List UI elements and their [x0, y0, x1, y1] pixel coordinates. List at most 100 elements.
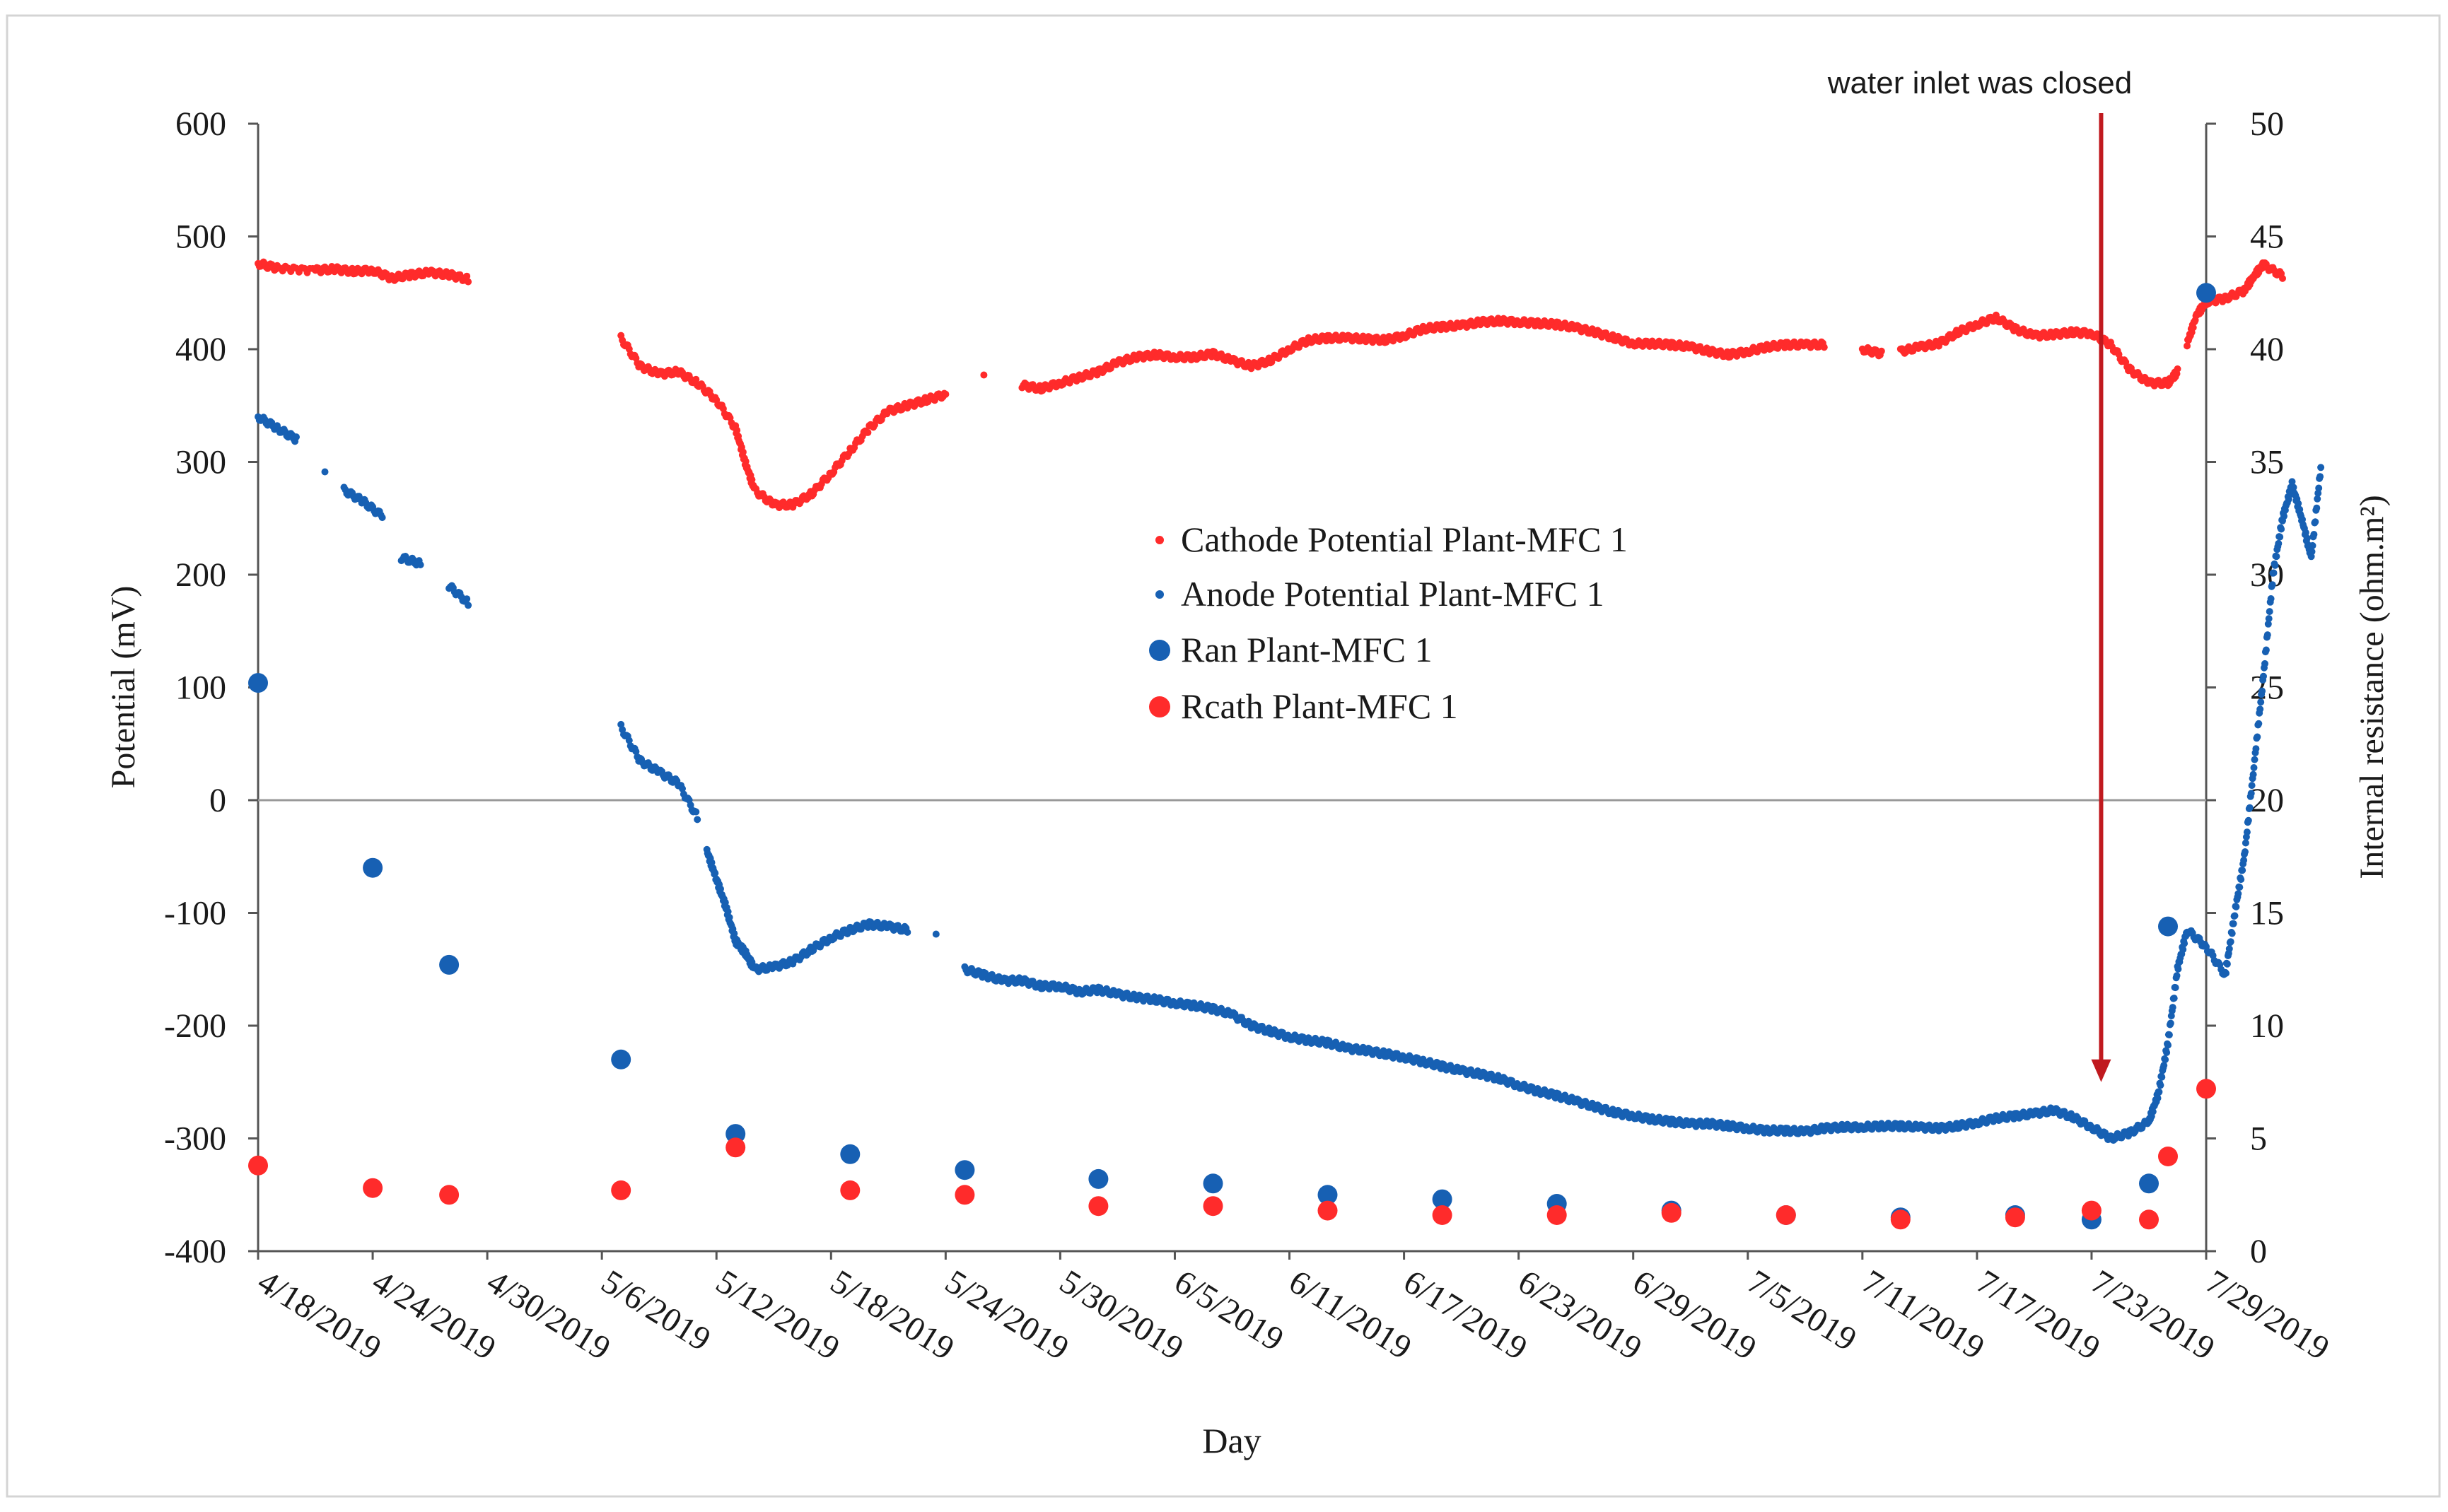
resistance-point	[1890, 1209, 1911, 1230]
series-point	[2279, 274, 2286, 282]
y-axis-ticks: 600 500 400 300 200 100 0 -100 -200 -300 -400	[164, 105, 258, 1270]
series-point	[2257, 698, 2265, 706]
series-point	[724, 908, 732, 915]
series-point	[711, 869, 719, 877]
series-point	[2275, 539, 2283, 547]
series-point	[2234, 890, 2242, 898]
series-point	[2228, 930, 2236, 937]
series-point	[2312, 518, 2319, 526]
annotation-arrow-head	[2091, 1059, 2111, 1082]
series-point	[2248, 782, 2256, 790]
y-tick-label: 500	[175, 218, 226, 256]
y-tick-label: 200	[175, 556, 226, 594]
series-point	[2265, 615, 2273, 623]
series-point	[2242, 848, 2249, 855]
legend: Cathode Potential Plant-MFC 1 Anode Pote…	[1149, 520, 1628, 726]
legend-label-ran: Ran Plant-MFC 1	[1181, 630, 1433, 669]
series-point	[2240, 857, 2248, 864]
series-point	[2172, 984, 2179, 992]
resistance-point	[439, 954, 460, 975]
resistance-point	[611, 1180, 631, 1200]
annotation: water inlet was closed	[1827, 66, 2132, 1082]
resistance-point	[2139, 1173, 2159, 1194]
resistance-point	[840, 1144, 861, 1164]
series-point	[2232, 903, 2240, 910]
series-point	[2158, 1073, 2166, 1081]
series-point	[694, 816, 701, 824]
series-point	[2225, 945, 2233, 953]
series-point	[2230, 920, 2237, 927]
series-point	[2280, 512, 2287, 520]
legend-label-rcath: Rcath Plant-MFC 1	[1181, 686, 1458, 726]
series-point	[625, 737, 633, 744]
series-point	[2250, 764, 2258, 771]
chart-frame	[6, 14, 2441, 1498]
resistance-point	[840, 1180, 861, 1200]
series-point	[2162, 1056, 2169, 1063]
series-point	[2314, 495, 2321, 503]
resistance-point	[1432, 1189, 1452, 1209]
series-point	[708, 859, 716, 867]
series-point	[2179, 946, 2187, 954]
resistance-point	[1432, 1205, 1452, 1225]
series-point	[2317, 464, 2325, 471]
series-3	[248, 1079, 2216, 1230]
y2-axis-label: Internal resistance (ohm.m²)	[2353, 495, 2391, 879]
series-point	[748, 476, 756, 484]
resistance-point	[725, 1124, 746, 1144]
series-point	[2249, 770, 2257, 778]
resistance-point	[248, 673, 268, 693]
series-point	[2302, 529, 2309, 537]
y-tick-label: 300	[175, 444, 226, 481]
series-point	[378, 514, 386, 522]
resistance-point	[1661, 1202, 1681, 1223]
series-point	[2260, 672, 2267, 680]
series-0	[255, 258, 2286, 512]
series-point	[2303, 534, 2311, 542]
y2-tick-label: 45	[2250, 218, 2284, 256]
y2-tick-label: 5	[2250, 1120, 2267, 1158]
series-point	[1820, 344, 1828, 351]
y-tick-label: -400	[164, 1233, 226, 1270]
series-point	[2157, 1082, 2164, 1089]
series-point	[2258, 687, 2266, 695]
series-point	[2244, 816, 2252, 824]
y-tick-label: 400	[175, 331, 226, 368]
y2-tick-label: 25	[2250, 669, 2284, 707]
series-point	[2149, 1108, 2157, 1115]
series-point	[2276, 533, 2284, 541]
series-point	[2271, 561, 2279, 569]
legend-label-anode: Anode Potential Plant-MFC 1	[1181, 574, 1604, 614]
resistance-point	[2005, 1207, 2025, 1228]
series-point	[2268, 581, 2276, 589]
series-point	[2290, 484, 2297, 491]
series-point	[2252, 745, 2260, 753]
series-point	[2262, 646, 2270, 654]
legend-marker-rcath	[1149, 696, 1170, 717]
series-point	[692, 808, 700, 816]
series-point	[2165, 1031, 2173, 1038]
y2-tick-label: 30	[2250, 556, 2284, 594]
resistance-point	[439, 1185, 460, 1205]
series-point	[2288, 478, 2296, 486]
y-tick-label: -300	[164, 1120, 226, 1158]
series-point	[463, 272, 471, 280]
series-point	[2236, 884, 2244, 891]
series-point	[2308, 548, 2316, 556]
series-point	[2242, 839, 2249, 847]
legend-marker-anode	[1155, 590, 1164, 599]
series-point	[2155, 1088, 2163, 1096]
resistance-point	[2081, 1200, 2102, 1221]
series-point	[2223, 960, 2231, 968]
series-point	[2299, 515, 2306, 523]
series-point	[2254, 733, 2261, 741]
series-point	[725, 913, 733, 921]
series-point	[2278, 525, 2285, 533]
series-point	[679, 785, 686, 792]
series-point	[2163, 1049, 2171, 1056]
series-point	[416, 561, 424, 568]
y2-tick-label: 35	[2250, 444, 2284, 481]
series-point	[321, 468, 329, 476]
y-tick-label: 100	[175, 669, 226, 707]
series-point	[2243, 828, 2251, 836]
